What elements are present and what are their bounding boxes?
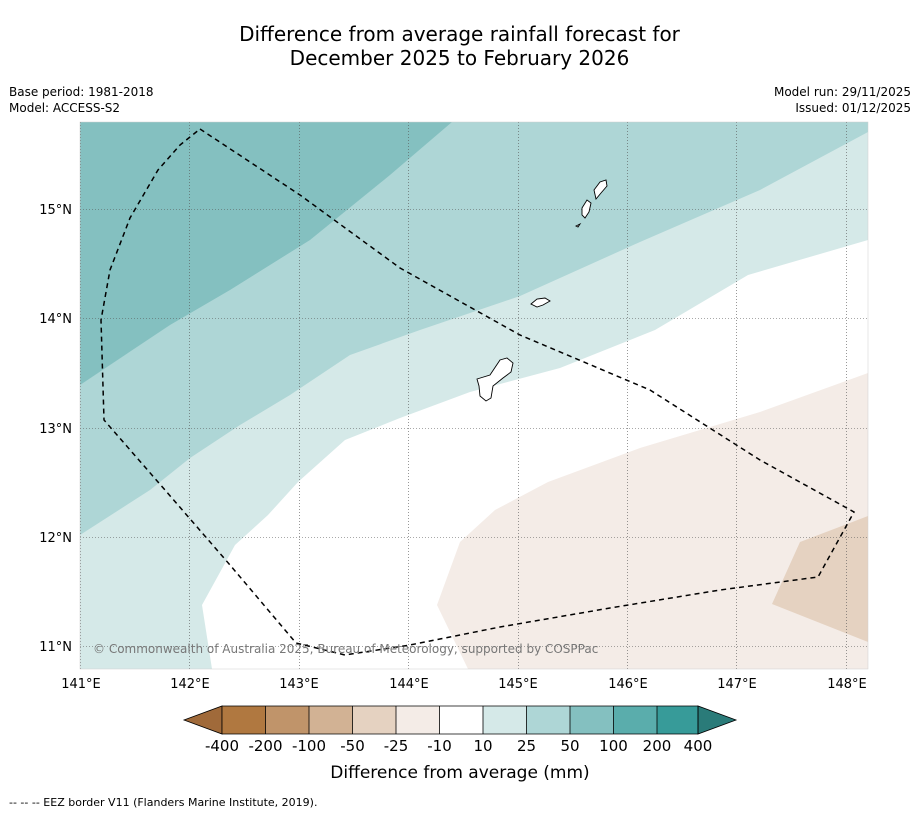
lon-tick: 143°E	[279, 677, 319, 692]
lon-tick: 145°E	[498, 677, 538, 692]
lon-tick: 142°E	[170, 677, 210, 692]
map-area: © Commonwealth of Australia 2025, Bureau…	[80, 122, 868, 669]
colorbar-label: -200	[248, 737, 282, 755]
colorbar-segment	[483, 706, 527, 734]
eez-footnote: -- -- -- EEZ border V11 (Flanders Marine…	[9, 796, 318, 809]
map-frame	[79, 121, 869, 670]
colorbar-label: 200	[643, 737, 672, 755]
lon-tick: 147°E	[717, 677, 757, 692]
eez-border	[100, 128, 856, 656]
colorbar-segment	[657, 706, 698, 734]
band-minus-25-to-50	[772, 516, 868, 642]
lon-tick: 141°E	[61, 677, 101, 692]
lat-tick: 11°N	[39, 640, 72, 655]
title-line-1: Difference from average rainfall forecas…	[239, 22, 680, 46]
colorbar-segment	[309, 706, 353, 734]
meta-right: Model run: 29/11/2025 Issued: 01/12/2025	[774, 84, 911, 116]
tinian-island	[581, 199, 592, 219]
colorbar-right-extension	[697, 705, 738, 735]
colorbar-label: 10	[473, 737, 492, 755]
chart-title: Difference from average rainfall forecas…	[0, 22, 919, 70]
lon-tick: 146°E	[608, 677, 648, 692]
longitude-tick-labels: 141°E 142°E 143°E 144°E 145°E 146°E 147°…	[61, 677, 867, 692]
colorbar-segment	[265, 706, 309, 734]
colorbar-left-extension	[182, 705, 223, 735]
issued-text: Issued: 01/12/2025	[795, 101, 911, 115]
colorbar-segment	[352, 706, 396, 734]
model-text: Model: ACCESS-S2	[9, 101, 121, 115]
colorbar-segment	[222, 706, 266, 734]
colorbar-label: -10	[427, 737, 452, 755]
colorbar-title: Difference from average (mm)	[330, 763, 589, 783]
lon-tick: 144°E	[389, 677, 429, 692]
colorbar-label: -400	[205, 737, 239, 755]
colorbar-segment	[439, 706, 483, 734]
rota-island	[530, 297, 551, 308]
lat-tick: 14°N	[39, 312, 72, 327]
colorbar-segment	[396, 706, 440, 734]
latitude-tick-labels: 15°N 14°N 13°N 12°N 11°N	[39, 203, 72, 655]
lat-tick: 13°N	[39, 422, 72, 437]
lon-tick: 148°E	[827, 677, 867, 692]
colorbar-label: 50	[560, 737, 579, 755]
colorbar-segment	[570, 706, 614, 734]
band-minus-10-to-25	[437, 373, 868, 669]
title-line-2: December 2025 to February 2026	[289, 46, 630, 70]
colorbar-segment	[526, 706, 570, 734]
colorbar-segment	[613, 706, 657, 734]
band-50-to-100	[80, 122, 452, 385]
aguijan-island	[574, 222, 582, 228]
guam-island	[476, 357, 514, 402]
copyright-text: © Commonwealth of Australia 2025, Bureau…	[93, 642, 598, 656]
colorbar-label: 100	[599, 737, 628, 755]
base-period-text: Base period: 1981-2018	[9, 85, 154, 99]
colorbar-label: -50	[340, 737, 365, 755]
lat-tick: 15°N	[39, 203, 72, 218]
islands	[476, 179, 608, 402]
colorbar-tick-labels: -400 -200 -100 -50 -25 -10 10 25 50 100 …	[205, 737, 712, 755]
lat-tick: 12°N	[39, 531, 72, 546]
meta-left: Base period: 1981-2018 Model: ACCESS-S2	[9, 84, 154, 116]
colorbar-label: -25	[384, 737, 409, 755]
colorbar-label: 25	[517, 737, 536, 755]
colorbar: -400 -200 -100 -50 -25 -10 10 25 50 100 …	[182, 705, 738, 783]
colorbar-label: -100	[292, 737, 326, 755]
model-run-text: Model run: 29/11/2025	[773, 85, 911, 99]
saipan-island	[593, 179, 608, 200]
colorbar-dividers	[221, 705, 699, 735]
colorbar-label: 400	[684, 737, 713, 755]
gridlines	[80, 122, 868, 669]
